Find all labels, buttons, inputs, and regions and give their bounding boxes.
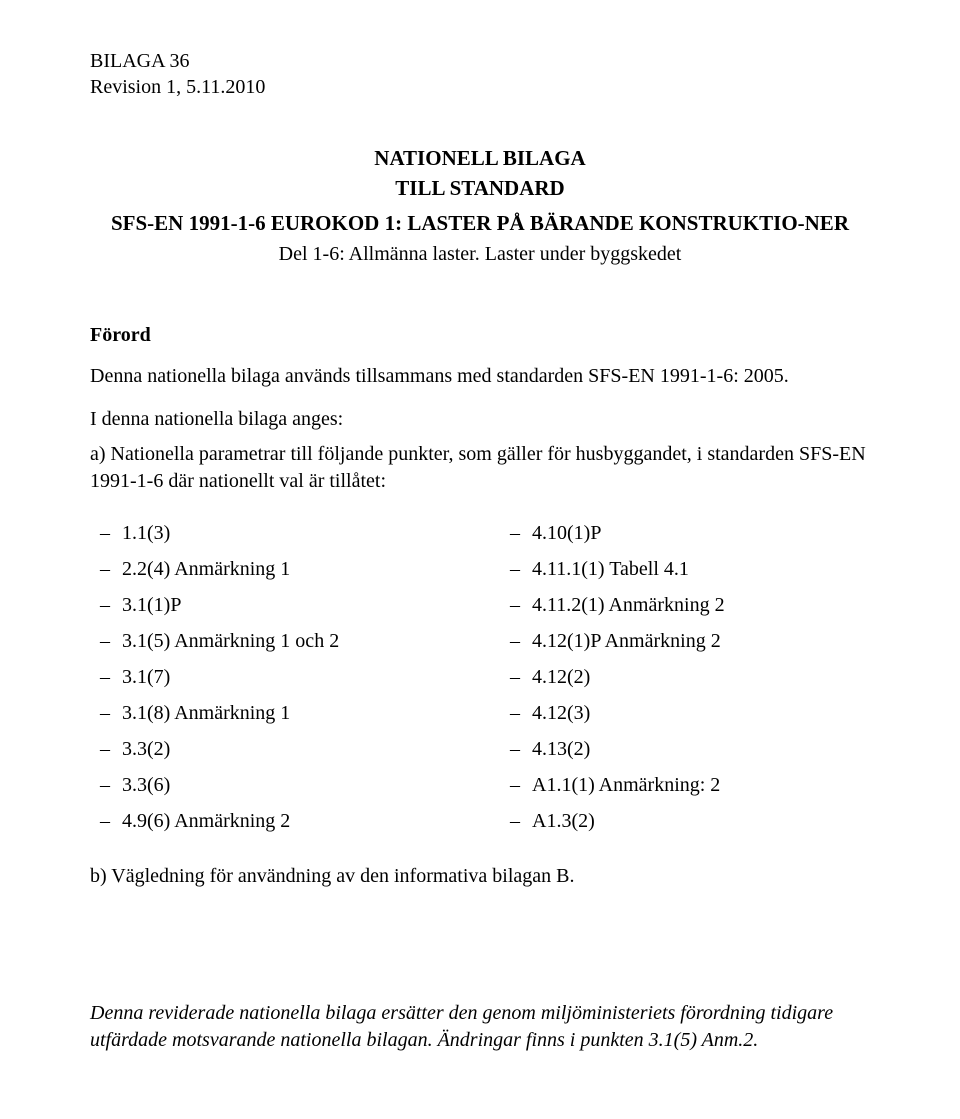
list-item: –A1.3(2): [500, 803, 870, 839]
list-item: –4.11.1(1) Tabell 4.1: [500, 551, 870, 587]
foreword-heading: Förord: [90, 324, 870, 347]
list-item: –4.9(6) Anmärkning 2: [90, 803, 460, 839]
dash-icon: –: [90, 587, 122, 623]
list-item: –2.2(4) Anmärkning 1: [90, 551, 460, 587]
dash-icon: –: [500, 803, 532, 839]
dash-icon: –: [500, 731, 532, 767]
list-item: –3.1(7): [90, 659, 460, 695]
list-item-label: 3.1(5) Anmärkning 1 och 2: [122, 623, 339, 659]
page: BILAGA 36 Revision 1, 5.11.2010 NATIONEL…: [0, 0, 960, 1119]
list-item-label: A1.3(2): [532, 803, 595, 839]
foreword-p1: Denna nationella bilaga används tillsamm…: [90, 363, 870, 390]
list-item: –4.12(3): [500, 695, 870, 731]
list-columns: –1.1(3) –2.2(4) Anmärkning 1 –3.1(1)P –3…: [90, 515, 870, 839]
list-item: –3.3(6): [90, 767, 460, 803]
list-item-label: 4.12(3): [532, 695, 590, 731]
dash-icon: –: [500, 659, 532, 695]
dash-icon: –: [90, 551, 122, 587]
dash-icon: –: [90, 515, 122, 551]
dash-icon: –: [90, 623, 122, 659]
list-item-label: 1.1(3): [122, 515, 170, 551]
dash-icon: –: [500, 695, 532, 731]
list-item-label: 3.3(2): [122, 731, 170, 767]
dash-icon: –: [500, 587, 532, 623]
list-item-label: 4.11.2(1) Anmärkning 2: [532, 587, 725, 623]
list-item-label: 4.9(6) Anmärkning 2: [122, 803, 290, 839]
dash-icon: –: [90, 767, 122, 803]
title-block: NATIONELL BILAGA TILL STANDARD SFS-EN 19…: [90, 144, 870, 268]
list-item: –3.1(1)P: [90, 587, 460, 623]
list-col-right: –4.10(1)P –4.11.1(1) Tabell 4.1 –4.11.2(…: [500, 515, 870, 839]
list-item-label: 3.1(1)P: [122, 587, 181, 623]
foreword-p2: I denna nationella bilaga anges:: [90, 406, 870, 433]
dash-icon: –: [500, 623, 532, 659]
dash-icon: –: [90, 731, 122, 767]
list-item-label: 4.10(1)P: [532, 515, 601, 551]
list-item-label: 3.1(8) Anmärkning 1: [122, 695, 290, 731]
header-line-2: Revision 1, 5.11.2010: [90, 74, 870, 100]
header-line-1: BILAGA 36: [90, 48, 870, 74]
list-col-left: –1.1(3) –2.2(4) Anmärkning 1 –3.1(1)P –3…: [90, 515, 460, 839]
list-item-label: 2.2(4) Anmärkning 1: [122, 551, 290, 587]
title-main: NATIONELL BILAGA: [90, 144, 870, 172]
list-item-label: 3.3(6): [122, 767, 170, 803]
title-sub: TILL STANDARD: [90, 174, 870, 202]
foreword-p4: b) Vägledning för användning av den info…: [90, 863, 870, 890]
list-item: –3.3(2): [90, 731, 460, 767]
list-item-label: 4.11.1(1) Tabell 4.1: [532, 551, 689, 587]
foreword-p3: a) Nationella parametrar till följande p…: [90, 441, 870, 495]
list-item-label: 4.12(1)P Anmärkning 2: [532, 623, 721, 659]
list-item: –4.12(1)P Anmärkning 2: [500, 623, 870, 659]
list-item-label: 4.13(2): [532, 731, 590, 767]
dash-icon: –: [500, 551, 532, 587]
list-item: –A1.1(1) Anmärkning: 2: [500, 767, 870, 803]
list-item: –4.13(2): [500, 731, 870, 767]
title-standard: SFS-EN 1991-1-6 EUROKOD 1: LASTER PÅ BÄR…: [90, 209, 870, 237]
footer-note: Denna reviderade nationella bilaga ersät…: [90, 1000, 870, 1054]
list-item: –3.1(8) Anmärkning 1: [90, 695, 460, 731]
dash-icon: –: [500, 767, 532, 803]
list-item: –1.1(3): [90, 515, 460, 551]
list-item: –4.12(2): [500, 659, 870, 695]
list-item: –4.10(1)P: [500, 515, 870, 551]
dash-icon: –: [90, 695, 122, 731]
title-part: Del 1-6: Allmänna laster. Laster under b…: [90, 241, 870, 268]
dash-icon: –: [90, 659, 122, 695]
list-item: –4.11.2(1) Anmärkning 2: [500, 587, 870, 623]
list-item: –3.1(5) Anmärkning 1 och 2: [90, 623, 460, 659]
list-item-label: 4.12(2): [532, 659, 590, 695]
dash-icon: –: [500, 515, 532, 551]
dash-icon: –: [90, 803, 122, 839]
list-item-label: 3.1(7): [122, 659, 170, 695]
list-item-label: A1.1(1) Anmärkning: 2: [532, 767, 720, 803]
